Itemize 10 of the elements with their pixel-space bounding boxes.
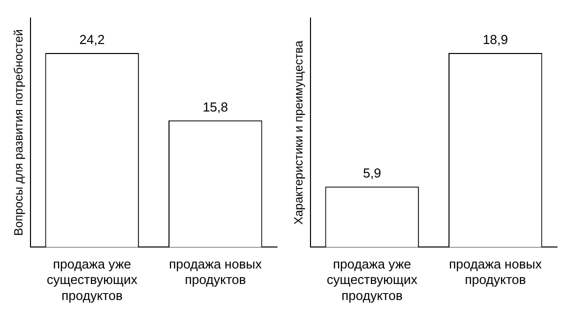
y-axis-title: Характеристики и преимущества	[292, 40, 306, 225]
data-label: 24,2	[79, 32, 105, 48]
data-label: 5,9	[363, 166, 382, 181]
data-label: 15,8	[202, 99, 228, 114]
data-label: 18,9	[482, 32, 508, 48]
x-tick-label: продажа новых продуктов	[168, 256, 262, 288]
x-tick-label: продажа уже существующих продуктов	[326, 256, 418, 303]
x-tick-label: продажа новых продуктов	[448, 256, 542, 288]
y-axis-title: Вопросы для развития потребностей	[12, 29, 26, 236]
x-tick-label: продажа уже существующих продуктов	[46, 256, 138, 303]
